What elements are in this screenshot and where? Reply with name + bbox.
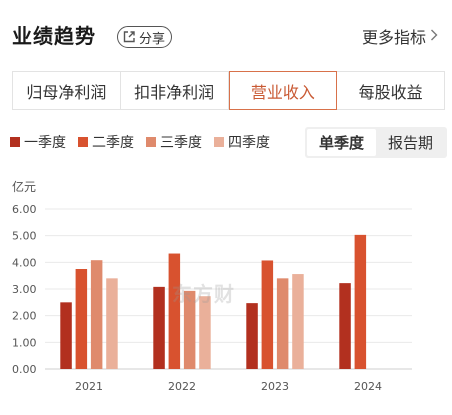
legend-swatch-q1 [10,137,20,147]
bar-2022-q2 [168,253,181,369]
period-quarterly[interactable]: 单季度 [307,129,376,156]
y-tick-label: 6.00 [12,203,37,216]
tab-net-profit[interactable]: 归母净利润 [13,72,121,109]
legend-label-q3: 三季度 [160,135,202,151]
legend-swatch-q4 [214,137,224,147]
x-tick-label: 2024 [354,380,382,393]
bar-2022-q3 [183,290,196,369]
tab-adjusted-net-profit[interactable]: 扣非净利润 [121,72,229,109]
bar-2023-q1 [246,303,258,369]
tab-revenue[interactable]: 营业收入 [228,71,338,110]
y-tick-label: 3.00 [12,283,37,296]
period-report[interactable]: 报告期 [387,134,433,152]
legend-item-q2[interactable]: 二季度 [78,132,134,152]
more-metrics-label: 更多指标 [361,28,426,47]
legend-label-q2: 二季度 [92,135,134,151]
tab-eps[interactable]: 每股收益 [358,82,423,102]
bar-2021-q3 [90,260,103,369]
legend-item-q1[interactable]: 一季度 [10,132,66,152]
header: 业绩趋势 分享 更多指标 [12,18,442,52]
legend-label-q1: 一季度 [24,135,66,151]
bar-2021-q2 [75,269,88,369]
legend-swatch-q3 [146,137,156,147]
share-button[interactable]: 分享 [117,26,173,48]
bar-2024-q1 [339,283,351,369]
watermark: 东方财 [172,282,235,306]
more-metrics-link[interactable]: 更多指标 [362,24,438,48]
y-tick-label: 5.00 [12,230,37,243]
page-title: 业绩趋势 [12,24,96,48]
bar-2022-q1 [153,286,165,369]
y-axis-unit: 亿元 [12,180,37,194]
y-tick-label: 2.00 [12,310,37,323]
x-tick-label: 2021 [75,380,103,393]
y-tick-label: 4.00 [12,256,37,269]
legend-item-q4[interactable]: 四季度 [214,132,270,152]
metric-tabs: 归母净利润 扣非净利润 营业收入 每股收益 [12,71,445,110]
legend-label-q4: 四季度 [228,135,270,151]
bar-2023-q4 [292,274,304,369]
bar-2021-q1 [60,302,72,369]
y-tick-label: 1.00 [12,336,37,349]
legend-item-q3[interactable]: 三季度 [146,132,202,152]
bar-2023-q3 [276,278,289,369]
legend-swatch-q2 [78,137,88,147]
bar-2024-q2 [354,234,367,369]
chevron-right-icon [430,27,438,46]
period-toggle: 单季度 报告期 [305,127,447,158]
bar-2023-q2 [261,260,274,369]
y-tick-label: 0.00 [12,363,37,376]
share-icon [122,30,136,44]
x-tick-label: 2023 [261,380,289,393]
chart-legend: 一季度 二季度 三季度 四季度 [10,132,270,152]
bar-2021-q4 [106,278,118,369]
revenue-chart: 6.00 5.00 4.00 3.00 2.00 1.00 0.00 2021 2022 2023… [12,203,412,393]
bar-2022-q4 [199,296,211,369]
x-tick-label: 2022 [168,380,196,393]
share-label: 分享 [139,31,166,47]
